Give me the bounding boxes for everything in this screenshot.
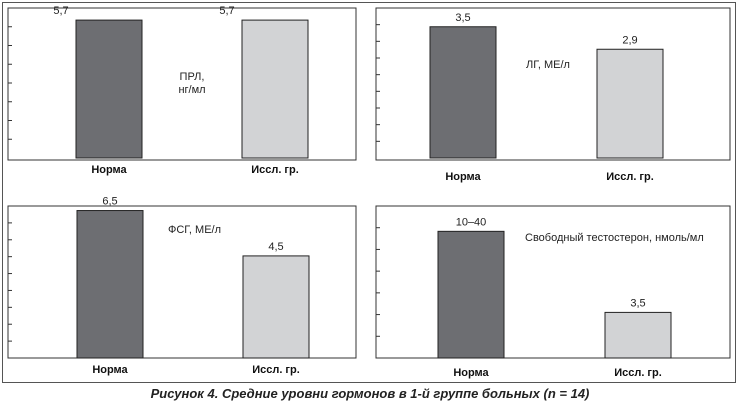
category-label: Норма — [92, 364, 128, 376]
bar-norma — [75, 19, 143, 159]
value-label: 3,5 — [455, 12, 470, 24]
chart-title: ПРЛ, — [180, 71, 205, 83]
category-label: Иссл. гр. — [614, 367, 662, 379]
chart-panel-1: 5,7 Норма 5,7 Иссл. гр. ПРЛ,нг/мл — [7, 5, 357, 176]
panel-border — [7, 7, 357, 161]
bar-norma — [76, 210, 144, 359]
chart-title: Свободный тестостерон, нмоль/мл — [525, 232, 704, 244]
figure-caption: Рисунок 4. Средние уровни гормонов в 1-й… — [150, 386, 590, 401]
value-label: 6,5 — [102, 196, 117, 208]
category-label: Иссл. гр. — [606, 171, 654, 183]
bar-issl-gr — [241, 19, 309, 159]
chart-panel-2: 3,5 Норма 2,9 Иссл. гр. ЛГ, МЕ/л — [375, 7, 731, 183]
value-label: 5,7 — [53, 5, 68, 17]
chart-panel-4: 10–40 Норма 3,5 Иссл. гр. Свободный тестосте… — [375, 205, 731, 379]
category-label: Иссл. гр. — [251, 164, 299, 176]
value-label: 10–40 — [456, 216, 487, 228]
value-label: 2,9 — [622, 34, 637, 46]
bar-norma — [437, 230, 505, 359]
chart-panel-3: 6,5 Норма 4,5 Иссл. гр. ФСГ, МЕ/л — [7, 196, 357, 376]
category-label: Иссл. гр. — [252, 364, 300, 376]
value-label: 4,5 — [268, 241, 283, 253]
bar-issl-gr — [604, 311, 672, 359]
bar-issl-gr — [242, 255, 310, 359]
value-label: 3,5 — [630, 297, 645, 309]
category-label: Норма — [445, 171, 481, 183]
category-label: Норма — [91, 164, 127, 176]
panel-border — [375, 205, 731, 359]
chart-title: нг/мл — [178, 84, 205, 96]
chart-title: ЛГ, МЕ/л — [526, 59, 570, 71]
bar-issl-gr — [596, 48, 664, 159]
panel-border — [7, 205, 357, 359]
chart-title: ФСГ, МЕ/л — [168, 224, 221, 236]
value-label: 5,7 — [219, 5, 234, 17]
bar-norma — [429, 26, 497, 159]
figure-frame — [2, 2, 736, 383]
category-label: Норма — [453, 367, 489, 379]
panel-border — [375, 7, 731, 161]
